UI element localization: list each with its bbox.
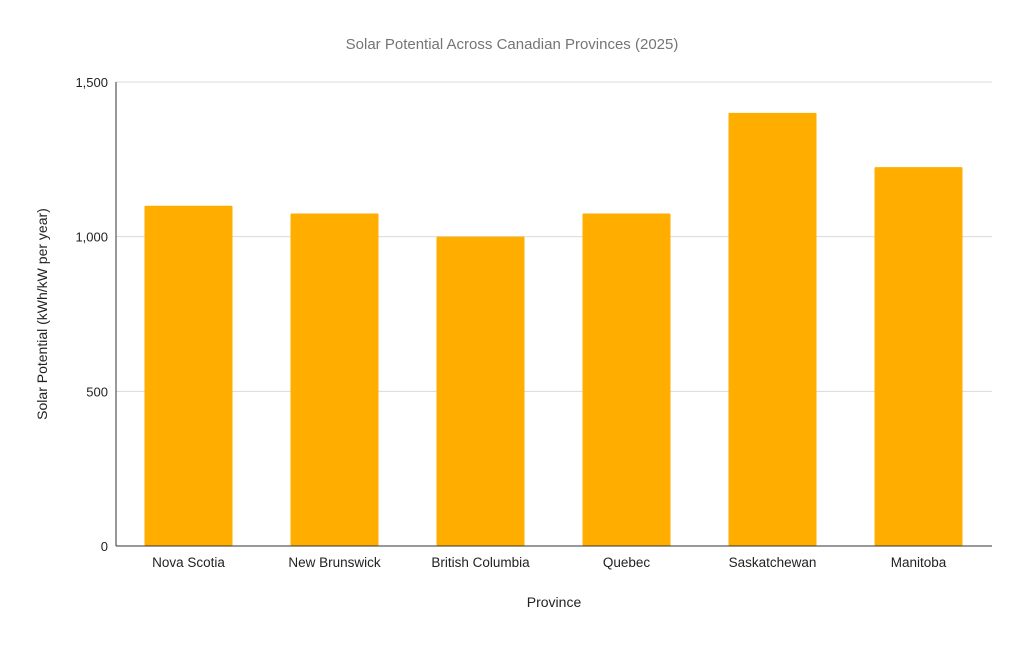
y-axis-label: Solar Potential (kWh/kW per year) <box>34 208 50 420</box>
x-tick-label: Nova Scotia <box>152 555 225 570</box>
bar-new-brunswick <box>290 213 379 546</box>
y-tick-label: 1,000 <box>75 230 108 245</box>
x-tick-label: New Brunswick <box>288 555 381 570</box>
x-axis-label: Province <box>527 594 582 610</box>
y-tick-label: 0 <box>101 539 108 554</box>
x-tick-label: Saskatchewan <box>729 555 817 570</box>
bar-saskatchewan <box>728 112 817 546</box>
y-tick-label: 1,500 <box>75 75 108 90</box>
x-axis-ticks: Nova Scotia New Brunswick British Columbia… <box>152 555 947 570</box>
x-tick-label: British Columbia <box>431 555 530 570</box>
bar-manitoba <box>874 167 963 547</box>
y-tick-label: 500 <box>86 384 108 399</box>
bars <box>144 112 963 547</box>
bar-nova-scotia <box>144 205 233 546</box>
x-tick-label: Quebec <box>603 555 651 570</box>
chart-title: Solar Potential Across Canadian Province… <box>346 36 679 53</box>
gridlines <box>116 81 992 392</box>
bar-british-columbia <box>436 236 525 546</box>
y-axis-ticks: 0 500 1,000 1,500 <box>75 75 108 554</box>
x-tick-label: Manitoba <box>891 555 947 570</box>
bar-quebec <box>582 213 671 546</box>
